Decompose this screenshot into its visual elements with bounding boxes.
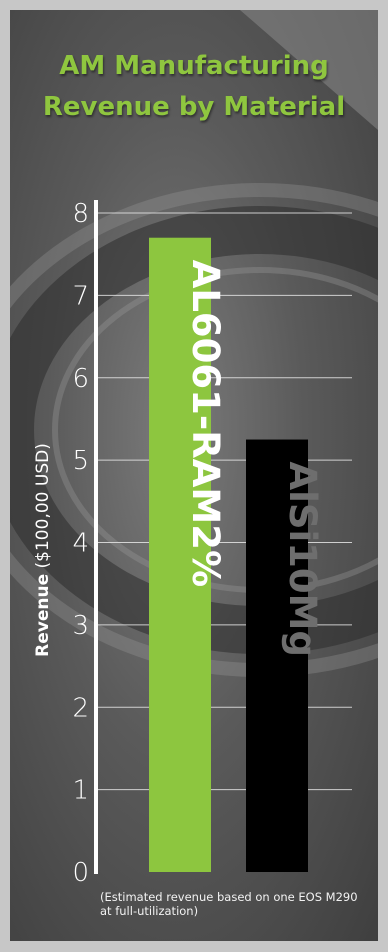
y-tick-label: 4 [72, 529, 89, 559]
bar [246, 439, 308, 872]
chart-title: AM Manufacturing Revenue by Material [42, 51, 346, 122]
bar-label: AlSi10Mg [281, 462, 324, 657]
y-tick-label: 8 [72, 199, 89, 229]
y-tick-label: 3 [72, 611, 89, 641]
bar [149, 237, 211, 872]
y-tick-labels: 0 1 2 3 4 5 6 7 8 [72, 199, 89, 888]
y-axis-label: Revenue ($100,00 USD) [33, 443, 53, 657]
chart-panel: AM Manufacturing Revenue by Material 0 1 2… [10, 10, 378, 941]
bars [149, 237, 308, 872]
y-tick-label: 1 [72, 776, 89, 806]
y-tick-label: 2 [72, 693, 89, 723]
bar-label: AL6061-RAM2% [184, 260, 227, 587]
y-tick-label: 6 [72, 364, 89, 394]
y-tick-label: 0 [72, 858, 89, 888]
bar-labels: AL6061-RAM2% AlSi10Mg [184, 260, 324, 657]
y-tick-label: 7 [72, 281, 89, 311]
gridlines [98, 212, 352, 791]
y-tick-label: 5 [72, 446, 89, 476]
footnote: (Estimated revenue based on one EOS M290… [100, 890, 358, 918]
bar-chart: 0 1 2 3 4 5 6 7 8 AL6061-RAM2% AlSi10Mg Revenue (… [33, 199, 352, 888]
